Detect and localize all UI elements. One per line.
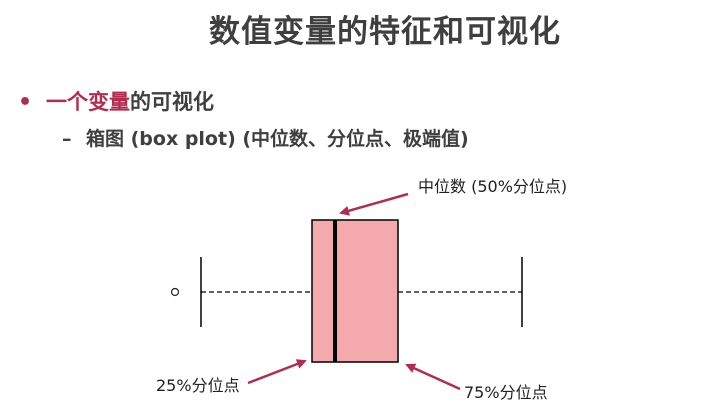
bullet-accent-text: 一个变量 — [46, 90, 130, 114]
q3-arrow — [405, 363, 461, 391]
q3-label: 75%分位点 — [464, 383, 548, 402]
bullet-text: 的可视化 — [130, 90, 214, 114]
sub-bullet-text: 箱图 (box plot) (中位数、分位点、极端值) — [86, 128, 469, 150]
bullet-level-2: – 箱图 (box plot) (中位数、分位点、极端值) — [62, 124, 469, 151]
median-label: 中位数 (50%分位点) — [418, 177, 567, 196]
bullet-level-1: • 一个变量的可视化 — [18, 86, 214, 116]
q1-label: 25%分位点 — [156, 376, 240, 395]
q1-arrow — [247, 359, 307, 385]
median-arrow — [339, 192, 409, 216]
sub-bullet-marker: – — [62, 128, 72, 150]
slide-title: 数值变量的特征和可视化 — [209, 14, 561, 50]
bullet-marker: • — [18, 90, 33, 115]
iqr-box — [311, 219, 399, 363]
outlier-point — [170, 287, 180, 297]
